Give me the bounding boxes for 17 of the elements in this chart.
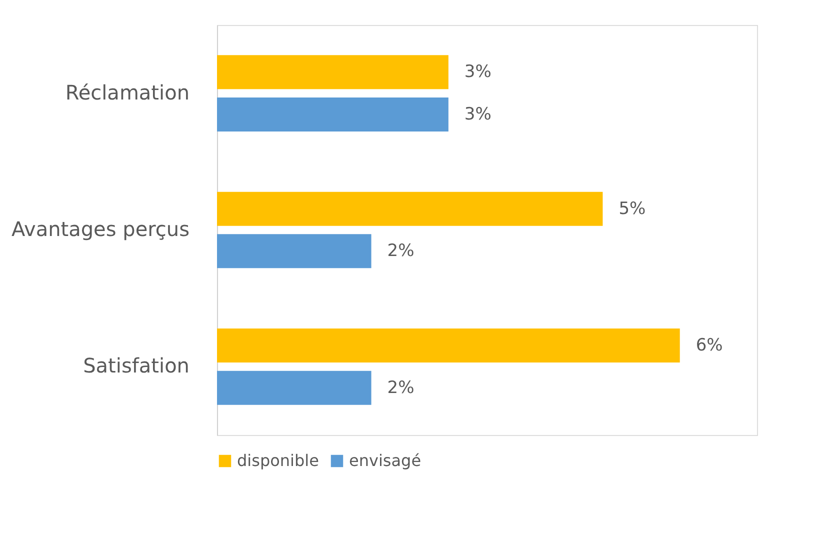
bar [217,234,372,268]
bar [217,328,680,362]
legend-label: envisagé [349,451,422,470]
data-label: 3% [464,62,492,82]
bar [217,98,448,132]
data-label: 2% [387,378,414,398]
bar [217,55,448,90]
y-tick-label: Satisfation [83,354,190,378]
legend-label: disponible [237,451,319,470]
bar [217,370,372,405]
y-tick-label: Avantages perçus [11,217,190,241]
data-label: 3% [464,104,492,125]
data-label: 6% [696,335,723,356]
data-label: 2% [387,241,414,262]
y-tick-label: Réclamation [65,80,190,104]
data-label: 5% [618,198,646,219]
bar [217,192,603,226]
